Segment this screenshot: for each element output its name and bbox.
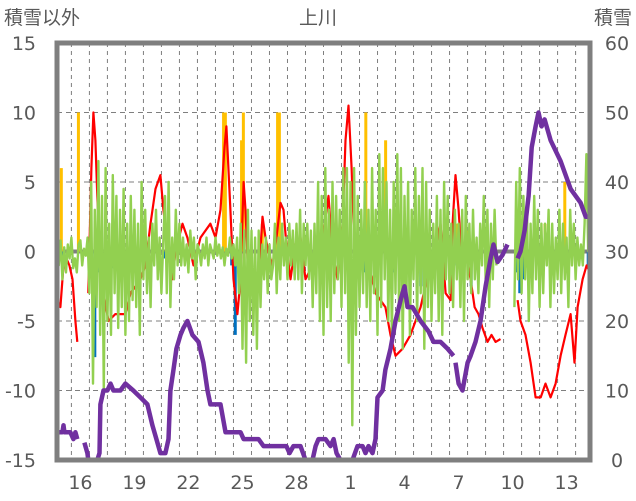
left-tick-label: 10 [12,103,36,125]
left-tick-label: 15 [12,33,36,55]
blue-bar [518,251,522,294]
yellow-bar [222,112,226,252]
x-tick-label: 13 [554,472,578,494]
green-series-line [55,153,592,427]
x-tick-label: 22 [176,472,200,494]
x-tick-label: 1 [344,472,356,494]
right-tick-label: 20 [605,311,629,333]
left-tick-label: 0 [24,242,36,264]
x-tick-label: 16 [68,472,92,494]
left-tick-label: -10 [5,381,36,403]
right-axis-title: 積雪 [594,7,632,29]
x-tick-label: 19 [122,472,146,494]
yellow-bar [277,112,281,252]
right-tick-label: 40 [605,172,629,194]
yellow-bar [76,112,80,252]
left-tick-label: -15 [5,450,36,472]
series-lines [55,104,592,463]
left-axis-title: 積雪以外 [4,7,80,29]
left-tick-label: 5 [24,172,36,194]
right-tick-label: 30 [605,242,629,264]
left-tick-label: -5 [17,311,36,333]
yellow-bar [563,182,567,252]
yellow-bar [276,112,280,252]
yellow-bar [240,140,244,252]
yellow-bar [59,168,63,252]
yellow-bar [260,223,264,252]
right-tick-label: 60 [605,33,629,55]
blue-bar [521,251,525,280]
plot-frame [54,40,593,463]
x-tick-label: 4 [398,472,410,494]
x-tick-label: 10 [500,472,524,494]
snow-depth-line [57,110,590,463]
right-tick-label: 0 [611,450,623,472]
x-tick-label: 7 [453,472,465,494]
right-tick-label: 50 [605,103,629,125]
right-tick-label: 10 [605,381,629,403]
yellow-bar [223,112,227,252]
x-tick-label: 28 [284,472,308,494]
chart-title: 上川 [299,7,337,29]
x-tick-label: 25 [230,472,254,494]
